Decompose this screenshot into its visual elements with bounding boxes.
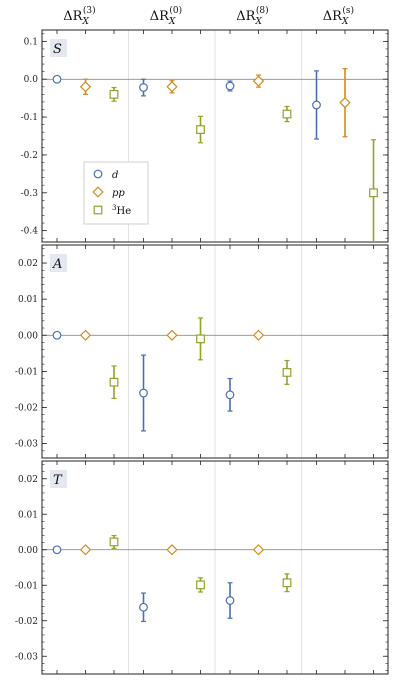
column-label-1: ΔRX(0) [150, 5, 182, 27]
panel-frame [41, 244, 389, 459]
point-pp-col1 [166, 81, 178, 93]
point-pp-col2 [252, 544, 265, 556]
point-3He-col2 [282, 109, 292, 119]
panel-A: 0.02 0.01 0.00 -0.01 -0.02 -0.03 A [15, 244, 389, 459]
point-pp-col2 [252, 329, 265, 341]
panel-label-bg [50, 470, 67, 488]
panel-frame [41, 29, 389, 243]
column-label-0: ΔRX(3) [63, 5, 95, 27]
column-label-3: ΔRX(s) [323, 5, 354, 27]
point-d-col2 [225, 596, 235, 605]
point-3He-col0 [109, 537, 119, 547]
y-tick-label: -0.2 [21, 151, 38, 161]
y-tick-label: -0.4 [21, 227, 39, 237]
panel-S: 0.1 0.0 -0.1 -0.2 -0.3 -0.4 S [21, 29, 389, 243]
point-pp-col2 [252, 75, 265, 87]
point-d-col3 [312, 100, 321, 110]
point-3He-col0 [109, 89, 119, 99]
legend-label-3He: 3He [112, 204, 131, 217]
legend-marker-3He [93, 205, 103, 215]
point-d-col2 [225, 390, 235, 400]
column-labels: ΔRX(3) ΔRX(0) ΔRX(8) ΔRX(s) [63, 5, 354, 27]
point-pp-col0 [79, 544, 92, 556]
panel-label: A [52, 257, 62, 272]
point-3He-col2 [282, 368, 292, 377]
y-tick-label: -0.02 [15, 403, 38, 413]
point-d-col1 [139, 602, 148, 612]
point-pp-col1 [166, 544, 178, 556]
panels: 0.1 0.0 -0.1 -0.2 -0.3 -0.4 S 0.02 0.01 0.00 -0.01… [15, 29, 389, 675]
y-tick-label: 0.00 [18, 331, 38, 341]
panel-label-bg [50, 254, 67, 272]
y-tick-label: 0.01 [18, 295, 38, 305]
y-tick-label: 0.0 [24, 75, 39, 85]
column-label-2: ΔRX(8) [236, 5, 268, 27]
y-tick-label: -0.01 [15, 367, 38, 377]
point-pp-col3 [339, 97, 351, 109]
point-d-col0 [52, 74, 62, 84]
point-d-col2 [225, 81, 235, 91]
legend-label-pp: pp [112, 188, 125, 199]
point-3He-col1 [196, 580, 205, 590]
point-3He-col0 [109, 377, 119, 387]
legend-marker-d [93, 169, 103, 179]
y-tick-label: 0.02 [18, 475, 38, 485]
y-tick-label: 0.00 [18, 546, 38, 556]
y-tick-label: -0.02 [15, 617, 38, 627]
panel-T: 0.02 0.01 0.00 -0.01 -0.02 -0.03 T [15, 460, 389, 675]
y-tick-label: -0.03 [15, 440, 38, 450]
point-d-col1 [139, 83, 148, 92]
point-pp-col0 [79, 329, 92, 341]
y-tick-label: -0.01 [15, 581, 38, 591]
y-tick-label: -0.1 [21, 113, 38, 123]
legend-label-d: d [112, 170, 118, 181]
point-pp-col1 [166, 329, 178, 341]
y-tick-label: 0.02 [18, 259, 38, 269]
legend-marker-pp [92, 186, 104, 198]
point-3He-col3 [369, 188, 378, 198]
legend: d pp 3He [83, 161, 149, 225]
y-tick-label: 0.1 [24, 37, 38, 47]
panel-label: S [53, 42, 62, 57]
points [52, 317, 292, 432]
points [52, 534, 292, 623]
y-tick-label: -0.3 [21, 189, 39, 199]
point-d-col0 [52, 545, 62, 555]
point-d-col1 [139, 388, 148, 398]
panel-label: T [53, 473, 63, 488]
point-d-col0 [52, 330, 62, 340]
panel-label-bg [50, 39, 67, 57]
y-tick-label: 0.01 [18, 510, 38, 520]
point-3He-col2 [282, 578, 292, 588]
points [52, 68, 378, 242]
point-pp-col0 [79, 81, 92, 93]
point-3He-col1 [196, 334, 205, 344]
point-3He-col1 [196, 125, 205, 134]
y-tick-label: -0.03 [15, 652, 38, 662]
panel-frame [41, 460, 389, 675]
